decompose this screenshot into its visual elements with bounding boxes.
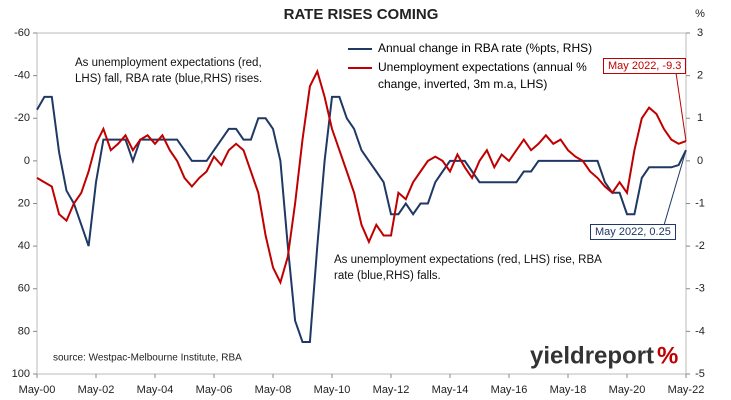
x-tick-label: May-08 [255, 384, 292, 396]
y-tick-label: 0 [24, 155, 30, 167]
y-tick-label: -20 [14, 112, 30, 124]
y2-tick-label: -1 [695, 197, 705, 209]
y2-tick-label: -5 [695, 368, 705, 380]
y-tick-label: -40 [14, 70, 30, 82]
y-tick-label: 40 [18, 240, 30, 252]
legend: Annual change in RBA rate (%pts, RHS) Une… [348, 40, 610, 95]
source: source: Westpac-Melbourne Institute, RBA [53, 353, 242, 364]
y2-tick-label: 0 [697, 155, 703, 167]
x-tick-label: May-04 [137, 384, 174, 396]
y2-tick-label: -2 [695, 240, 705, 252]
y-tick-label: 60 [18, 283, 30, 295]
x-tick-label: May-20 [609, 384, 646, 396]
y-tick-label: 100 [12, 368, 30, 380]
legend-item: Unemployment expectations (annual % chan… [348, 59, 610, 93]
y2-tick-label: 3 [697, 27, 703, 39]
y-tick-label: 80 [18, 325, 30, 337]
annotation: As unemployment expectations (red, LHS) … [75, 57, 263, 85]
y-tick-label: -60 [14, 27, 30, 39]
logo-mark: % [657, 342, 678, 369]
x-tick-label: May-02 [78, 384, 115, 396]
y2-tick-label: 1 [697, 112, 703, 124]
x-tick-label: May-22 [668, 384, 705, 396]
y2-tick-label: -3 [695, 283, 705, 295]
x-tick-label: May-10 [314, 384, 351, 396]
legend-label: Annual change in RBA rate (%pts, RHS) [378, 41, 593, 55]
x-tick-label: May-18 [550, 384, 587, 396]
x-tick-label: May-06 [196, 384, 233, 396]
y2-tick-label: 2 [697, 70, 703, 82]
series-line [36, 95, 687, 343]
annotation: As unemployment expectations (red, LHS) … [334, 254, 602, 282]
x-tick-label: May-14 [432, 384, 469, 396]
legend-item: Annual change in RBA rate (%pts, RHS) [348, 40, 610, 57]
callout: May 2022, 0.25 [590, 224, 676, 240]
x-tick-label: May-16 [491, 384, 528, 396]
callout-leader [661, 150, 687, 233]
callout-leader [674, 65, 687, 142]
legend-label: Unemployment expectations (annual % chan… [378, 60, 587, 91]
callout: May 2022, -9.3 [603, 58, 687, 74]
series-line [36, 68, 687, 286]
x-tick-label: May-12 [373, 384, 410, 396]
y2-unit: % [695, 8, 705, 20]
y-tick-label: 20 [18, 197, 30, 209]
y2-tick-label: -4 [695, 325, 705, 337]
logo: yieldreport [530, 342, 654, 369]
chart-title: RATE RISES COMING [284, 6, 439, 23]
x-tick-label: May-00 [19, 384, 56, 396]
legend-swatch [348, 67, 372, 69]
legend-swatch [348, 48, 372, 50]
